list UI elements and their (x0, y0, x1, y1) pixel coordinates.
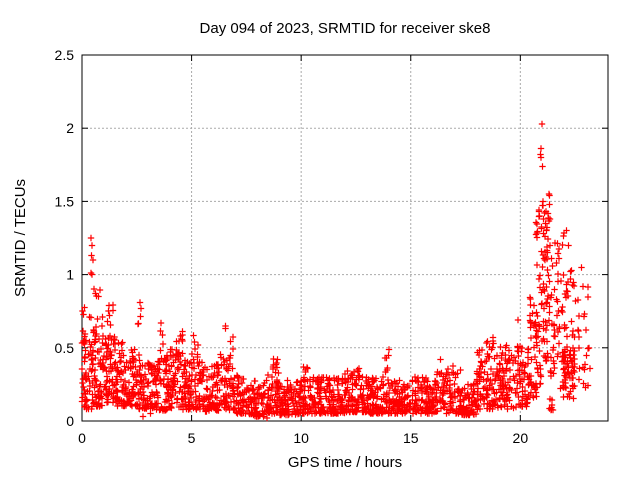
y-tick-label: 2 (66, 120, 74, 136)
y-tick-label: 0.5 (55, 340, 75, 356)
axis-ticks (81, 54, 608, 422)
y-tick-label: 2.5 (55, 47, 75, 63)
x-tick-label: 10 (293, 430, 309, 446)
y-tick-labels: 0 0.5 1 1.5 2 2.5 (55, 47, 75, 429)
chart-title: Day 094 of 2023, SRMTID for receiver ske… (200, 20, 491, 37)
y-axis-label: SRMTID / TECUs (12, 179, 29, 297)
x-axis-label: GPS time / hours (288, 454, 402, 471)
x-tick-label: 5 (188, 430, 196, 446)
x-tick-label: 20 (513, 430, 529, 446)
x-tick-labels: 0 5 10 15 20 (78, 430, 528, 446)
y-tick-label: 1.5 (55, 193, 75, 209)
y-tick-label: 1 (66, 267, 74, 283)
plot-border (81, 54, 609, 422)
y-tick-label: 0 (66, 413, 74, 429)
gridlines (82, 55, 608, 421)
x-tick-label: 0 (78, 430, 86, 446)
data-points (78, 120, 594, 422)
x-tick-label: 15 (403, 430, 419, 446)
